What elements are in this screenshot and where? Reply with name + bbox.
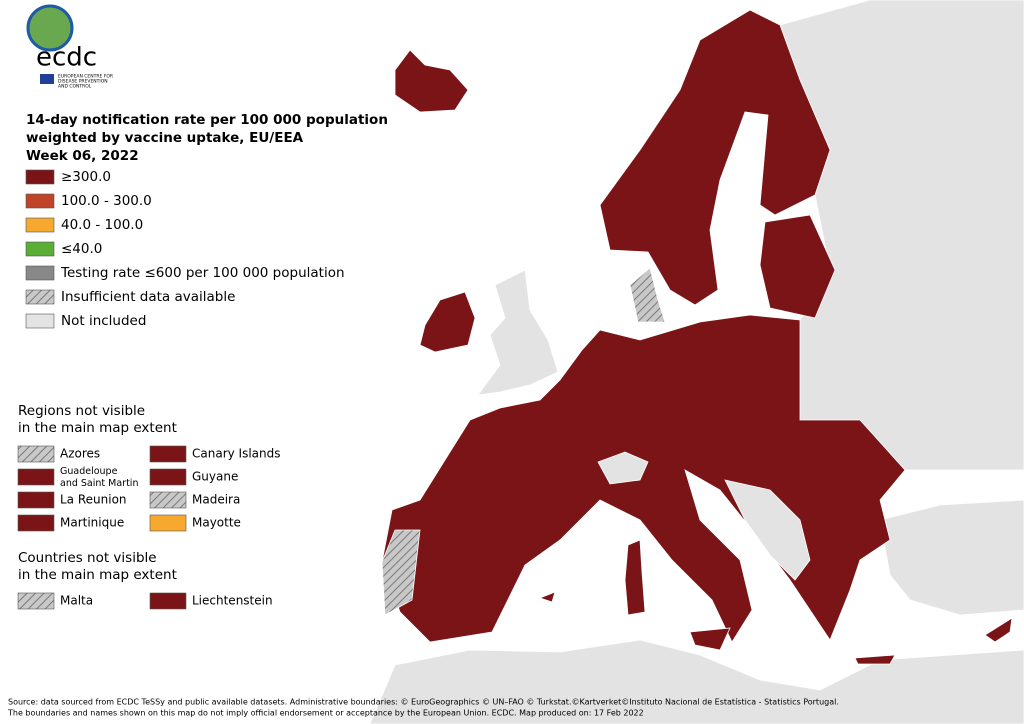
legend-label: 40.0 - 100.0 bbox=[61, 217, 143, 233]
crete bbox=[854, 654, 896, 665]
iceland bbox=[394, 49, 469, 113]
label-line: Guadeloupe bbox=[60, 466, 118, 477]
switzerland bbox=[597, 451, 649, 485]
not-included-turkey bbox=[879, 499, 1024, 616]
legend-title: weighted by vaccine uptake, EU/EEA bbox=[26, 130, 304, 146]
sicily bbox=[689, 627, 731, 651]
legend-swatch bbox=[25, 241, 55, 257]
label-line: and Saint Martin bbox=[60, 478, 138, 489]
legend-swatch bbox=[17, 445, 55, 463]
not-included-uk bbox=[477, 269, 559, 396]
legend-swatch bbox=[17, 491, 55, 509]
source-note: Source: data sourced from ECDC TeSSy and… bbox=[8, 698, 839, 707]
legend-swatch bbox=[149, 491, 187, 509]
region-label: Liechtenstein bbox=[192, 594, 273, 608]
section-title: Regions not visible bbox=[18, 403, 145, 419]
balearics bbox=[538, 591, 556, 603]
legend-label: Testing rate ≤600 per 100 000 population bbox=[60, 265, 345, 281]
region-label: Guyane bbox=[192, 470, 238, 484]
region-label: Guadeloupe and Saint Martin bbox=[60, 466, 138, 489]
region-label: Azores bbox=[60, 447, 100, 461]
baltics bbox=[759, 214, 836, 319]
section-title: Countries not visible bbox=[18, 550, 157, 566]
cyprus bbox=[984, 617, 1013, 643]
region-label: Mayotte bbox=[192, 516, 241, 530]
legend-label: Not included bbox=[61, 313, 146, 329]
logo-name: ecdc bbox=[36, 43, 97, 73]
legend-title: Week 06, 2022 bbox=[26, 148, 139, 164]
not-included-africa bbox=[369, 639, 1024, 724]
scandinavia bbox=[599, 9, 831, 306]
legend-swatch bbox=[25, 169, 55, 185]
corsica-sardinia bbox=[624, 539, 646, 616]
legend-swatch bbox=[149, 445, 187, 463]
legend-label: 100.0 - 300.0 bbox=[61, 193, 152, 209]
legend-swatch bbox=[25, 217, 55, 233]
legend-label: Insufficient data available bbox=[61, 289, 235, 305]
legend-swatch bbox=[149, 514, 187, 532]
legend-swatch bbox=[25, 289, 55, 305]
legend-swatch bbox=[149, 592, 187, 610]
legend-swatch bbox=[17, 592, 55, 610]
logo-subtitle: AND CONTROL bbox=[58, 84, 92, 90]
denmark bbox=[629, 267, 666, 323]
legend-swatch bbox=[149, 468, 187, 486]
ireland bbox=[419, 291, 476, 353]
legend-swatch bbox=[17, 514, 55, 532]
continent bbox=[381, 314, 906, 643]
source-note: The boundaries and names shown on this m… bbox=[7, 709, 644, 718]
eu-flag bbox=[40, 74, 54, 84]
region-label: La Reunion bbox=[60, 493, 127, 507]
region-label: Canary Islands bbox=[192, 447, 281, 461]
logo-subtitle: EUROPEAN CENTRE FOR bbox=[58, 74, 113, 80]
map bbox=[369, 0, 1024, 724]
region-label: Madeira bbox=[192, 493, 240, 507]
legend-swatch bbox=[25, 265, 55, 281]
western-balkans bbox=[724, 479, 811, 581]
region-label: Martinique bbox=[60, 516, 124, 530]
portugal bbox=[381, 529, 421, 616]
section-title: in the main map extent bbox=[18, 420, 177, 436]
legend-title: 14-day notification rate per 100 000 pop… bbox=[26, 112, 388, 128]
section-title: in the main map extent bbox=[18, 567, 177, 583]
logo-subtitle: DISEASE PREVENTION bbox=[58, 79, 108, 85]
legend-label: ≥300.0 bbox=[61, 169, 111, 185]
region-label: Malta bbox=[60, 594, 93, 608]
logo: ecdc bbox=[26, 4, 97, 84]
logo-globe bbox=[26, 4, 74, 52]
legend-swatch bbox=[25, 193, 55, 209]
legend-label: ≤40.0 bbox=[61, 241, 102, 257]
legend-swatch bbox=[17, 468, 55, 486]
legend-swatch bbox=[25, 313, 55, 329]
